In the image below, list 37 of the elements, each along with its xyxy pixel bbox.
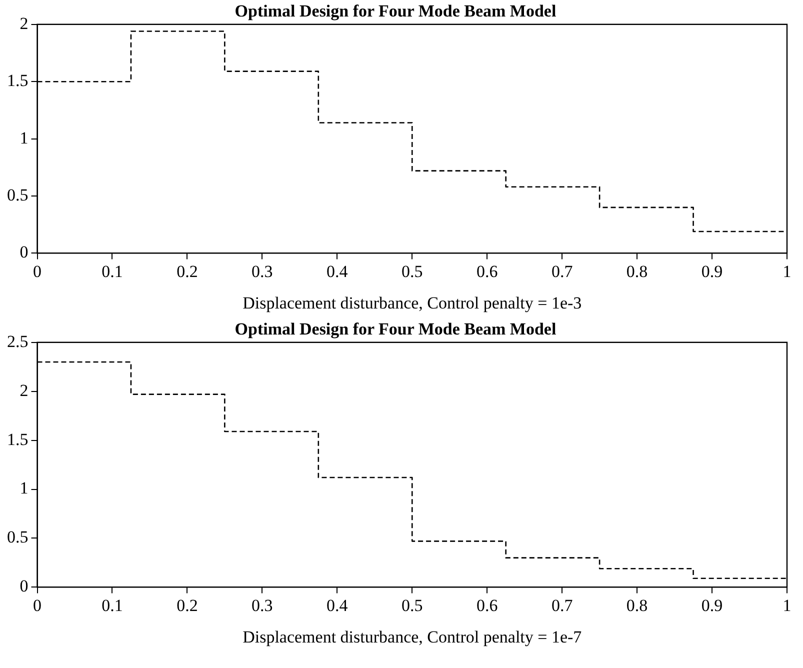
y-tick-label: 1 [20,128,28,148]
x-tick-label: 0.2 [176,262,198,281]
x-axis-title: Displacement disturbance, Control penalty = 1e-7 [242,627,582,646]
x-tick-label: 0.3 [252,596,273,615]
x-tick-label: 0.7 [551,262,574,281]
x-tick-label: 0.6 [476,262,498,281]
x-tick-label: 0.4 [326,262,348,281]
x-tick-label: 1 [782,596,792,615]
x-tick-label: 0.3 [252,262,273,281]
chart-title: Optimal Design for Four Mode Beam Model [234,320,556,339]
y-tick-label: 0.5 [7,185,28,204]
y-tick-label: 1.5 [7,430,28,449]
x-tick-label: 0.2 [176,596,198,615]
x-tick-label: 0.8 [626,262,648,281]
y-tick-label: 1 [20,478,28,498]
y-tick-label: 0 [20,576,28,596]
y-tick-label: 2 [20,380,28,400]
y-tick-label: 0.5 [7,528,28,547]
x-tick-label: 0.1 [102,262,123,281]
x-tick-label: 0.5 [402,596,423,615]
x-axis-title: Displacement disturbance, Control penalty = 1e-3 [242,293,582,312]
x-tick-label: 0.9 [701,262,723,281]
x-tick-label: 0.1 [102,596,123,615]
x-tick-label: 0.4 [326,596,348,615]
x-tick-label: 1 [782,262,792,281]
x-tick-label: 0.9 [701,596,723,615]
x-tick-label: 0.8 [626,596,648,615]
chart-title: Optimal Design for Four Mode Beam Model [234,2,556,21]
y-tick-label: 1.5 [7,71,28,90]
x-tick-label: 0.7 [551,596,574,615]
x-tick-label: 0.5 [402,262,423,281]
x-tick-label: 0 [33,262,42,281]
x-tick-label: 0.6 [476,596,498,615]
y-tick-label: 2 [20,14,28,33]
y-tick-label: 0 [20,242,28,262]
y-tick-label: 2.5 [7,332,28,351]
x-tick-label: 0 [33,596,42,615]
